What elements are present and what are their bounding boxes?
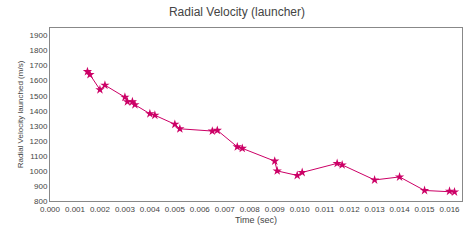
svg-text:900: 900 xyxy=(34,182,48,191)
svg-text:0.006: 0.006 xyxy=(190,205,211,214)
svg-text:1500: 1500 xyxy=(30,92,48,101)
svg-text:1800: 1800 xyxy=(30,46,48,55)
svg-text:1200: 1200 xyxy=(30,137,48,146)
svg-text:0.003: 0.003 xyxy=(115,205,136,214)
svg-text:1300: 1300 xyxy=(30,122,48,131)
svg-text:1100: 1100 xyxy=(30,152,48,161)
svg-text:1000: 1000 xyxy=(30,167,48,176)
svg-text:0.001: 0.001 xyxy=(65,205,86,214)
svg-text:0.008: 0.008 xyxy=(240,205,261,214)
svg-text:0.015: 0.015 xyxy=(415,205,436,214)
svg-text:0.016: 0.016 xyxy=(440,205,461,214)
svg-text:0.014: 0.014 xyxy=(390,205,411,214)
svg-text:Radial Velocity launched (m/s): Radial Velocity launched (m/s) xyxy=(16,60,25,168)
svg-text:1400: 1400 xyxy=(30,107,48,116)
svg-text:800: 800 xyxy=(34,197,48,206)
svg-text:Time (sec): Time (sec) xyxy=(235,215,277,225)
svg-text:0.002: 0.002 xyxy=(90,205,111,214)
svg-text:0.011: 0.011 xyxy=(315,205,335,214)
svg-text:0.000: 0.000 xyxy=(40,205,61,214)
svg-text:0.012: 0.012 xyxy=(340,205,361,214)
svg-text:1600: 1600 xyxy=(30,76,48,85)
svg-text:0.009: 0.009 xyxy=(265,205,286,214)
svg-text:1900: 1900 xyxy=(30,31,48,40)
svg-text:0.010: 0.010 xyxy=(290,205,311,214)
svg-text:Radial Velocity (launcher): Radial Velocity (launcher) xyxy=(169,5,305,19)
svg-text:0.005: 0.005 xyxy=(165,205,186,214)
svg-text:1700: 1700 xyxy=(30,61,48,70)
svg-text:0.004: 0.004 xyxy=(140,205,161,214)
svg-text:0.007: 0.007 xyxy=(215,205,236,214)
svg-text:0.013: 0.013 xyxy=(365,205,386,214)
